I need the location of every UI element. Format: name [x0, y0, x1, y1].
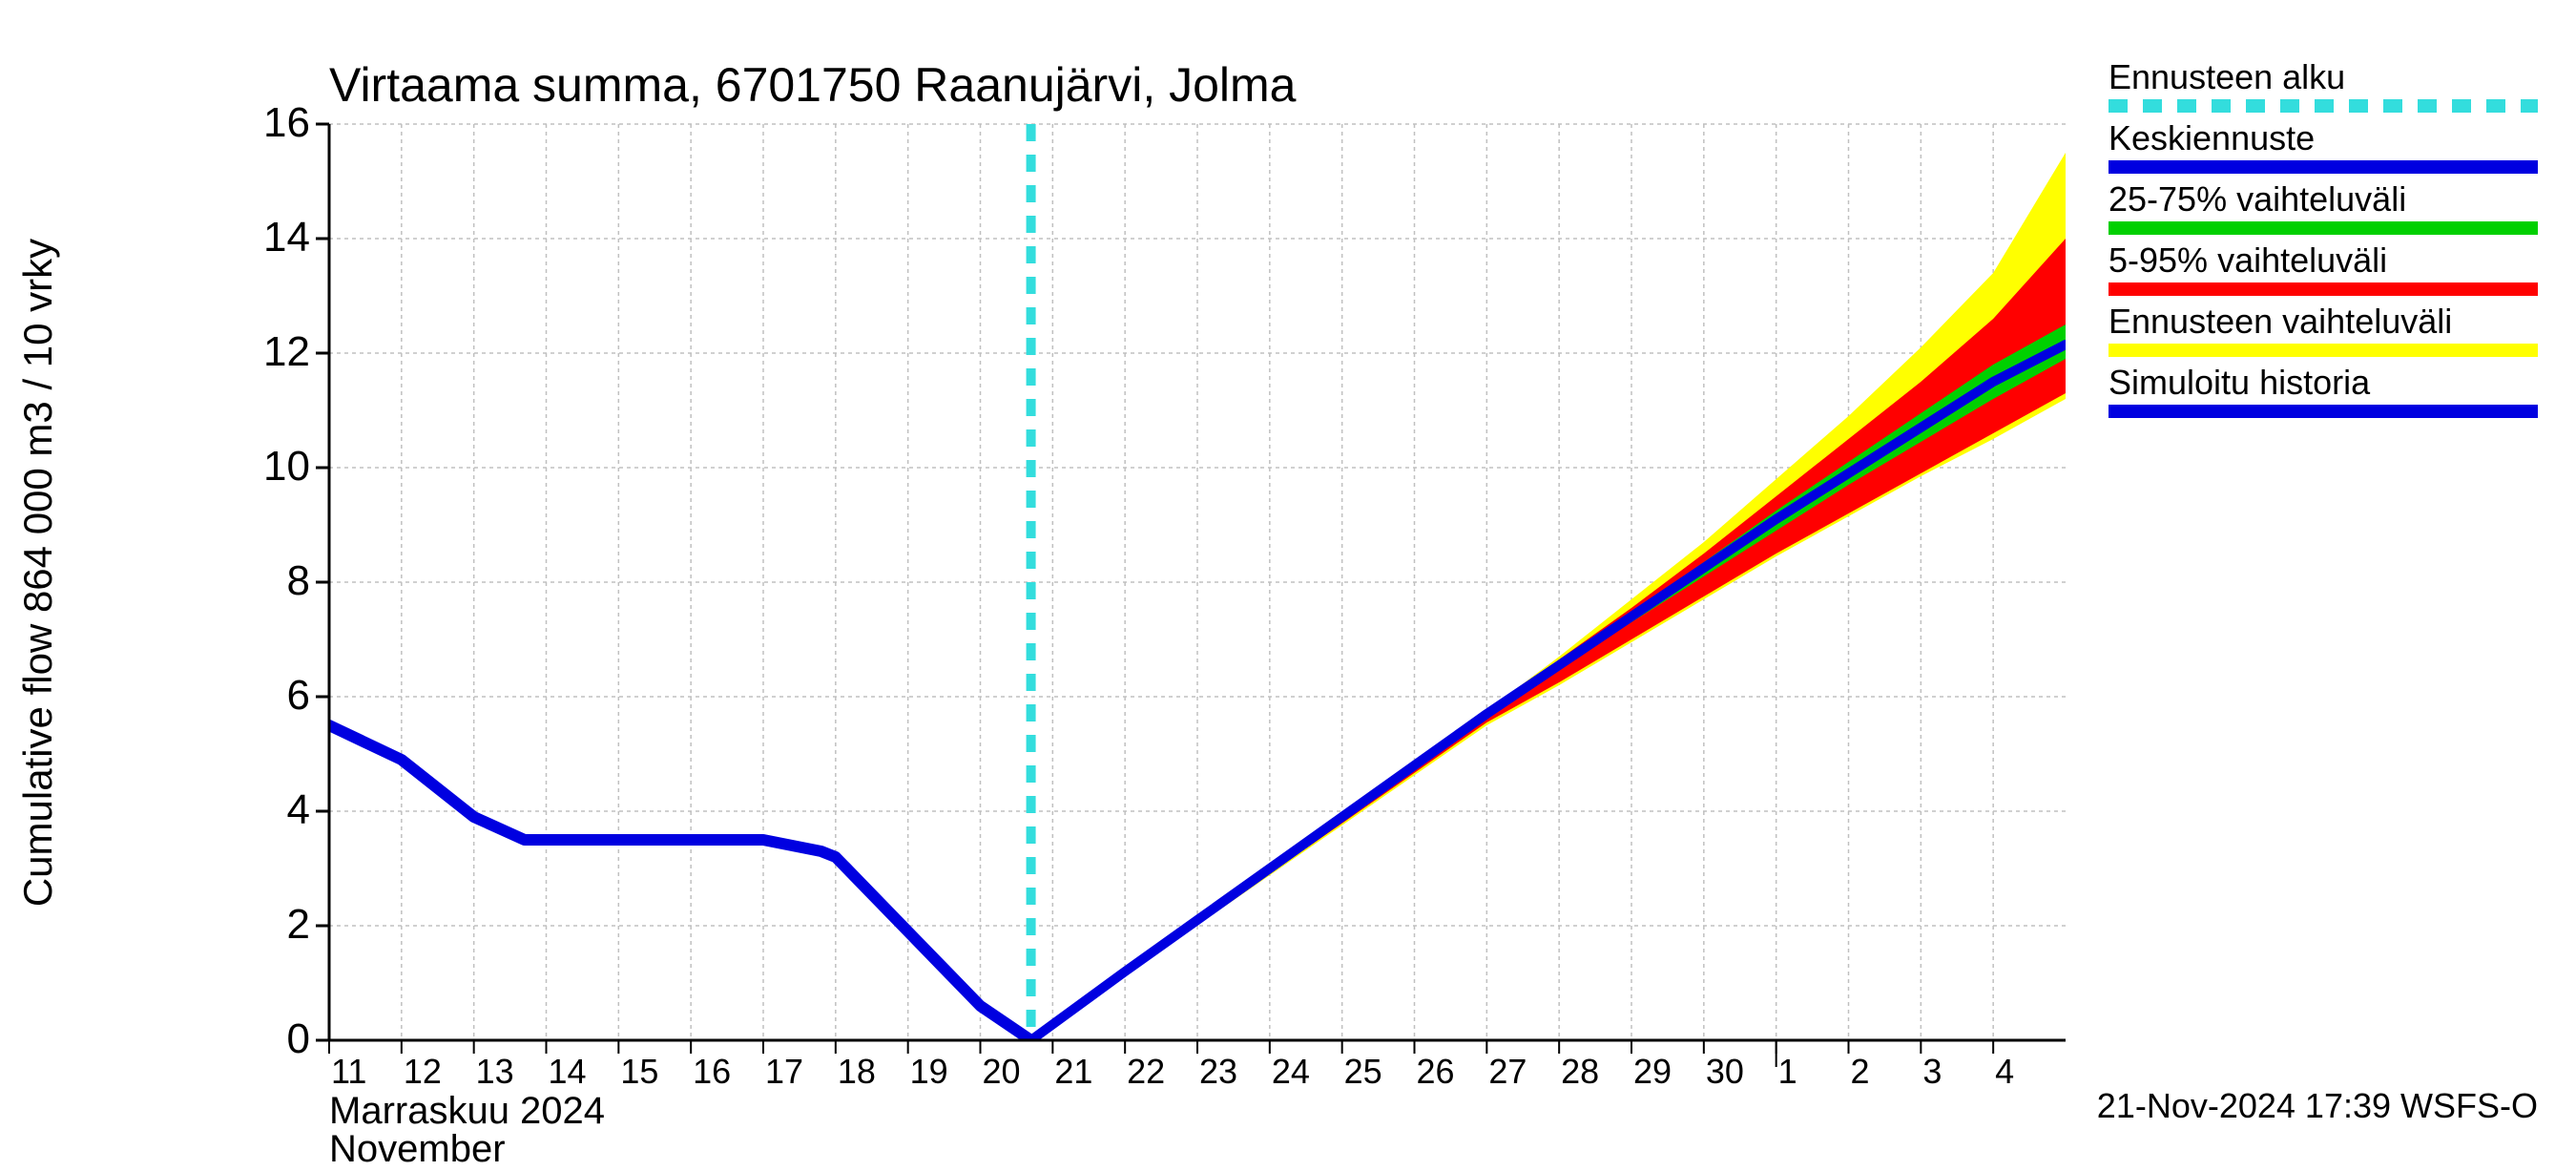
- legend-swatch: [2109, 160, 2538, 174]
- legend-item: 25-75% vaihteluväli: [2109, 179, 2538, 235]
- x-tick-label: 22: [1127, 1052, 1165, 1092]
- x-tick-label: 30: [1706, 1052, 1744, 1092]
- month-label-line1: Marraskuu 2024: [329, 1090, 605, 1133]
- x-tick-label: 26: [1417, 1052, 1455, 1092]
- x-tick-label: 2: [1851, 1052, 1870, 1092]
- y-tick-label: 0: [262, 1015, 310, 1063]
- legend-item: Keskiennuste: [2109, 118, 2538, 174]
- legend-label: 5-95% vaihteluväli: [2109, 240, 2538, 281]
- month-label-line2: November: [329, 1128, 506, 1171]
- x-tick-label: 11: [331, 1052, 366, 1092]
- legend-label: Simuloitu historia: [2109, 363, 2538, 403]
- y-tick-label: 14: [262, 214, 310, 261]
- band-full: [1031, 153, 2066, 1040]
- x-tick-label: 17: [765, 1052, 803, 1092]
- x-tick-label: 19: [910, 1052, 948, 1092]
- y-tick-label: 2: [262, 901, 310, 949]
- legend-swatch: [2109, 344, 2538, 357]
- x-tick-label: 14: [549, 1052, 587, 1092]
- legend-item: Simuloitu historia: [2109, 363, 2538, 418]
- legend-label: 25-75% vaihteluväli: [2109, 179, 2538, 220]
- y-tick-label: 4: [262, 786, 310, 834]
- timestamp-label: 21-Nov-2024 17:39 WSFS-O: [2097, 1086, 2538, 1126]
- x-tick-label: 25: [1344, 1052, 1382, 1092]
- legend-swatch: [2109, 282, 2538, 296]
- x-tick-label: 20: [983, 1052, 1021, 1092]
- x-tick-label: 16: [693, 1052, 731, 1092]
- y-tick-label: 12: [262, 328, 310, 376]
- legend-label: Ennusteen vaihteluväli: [2109, 302, 2538, 342]
- legend-swatch: [2109, 405, 2538, 418]
- legend-swatch: [2109, 99, 2538, 113]
- legend-item: Ennusteen alku: [2109, 57, 2538, 113]
- legend-item: Ennusteen vaihteluväli: [2109, 302, 2538, 357]
- x-tick-label: 18: [838, 1052, 876, 1092]
- y-tick-label: 10: [262, 443, 310, 491]
- y-tick-label: 6: [262, 672, 310, 720]
- legend: Ennusteen alku Keskiennuste 25-75% vaihtel…: [2109, 57, 2538, 424]
- x-tick-label: 13: [476, 1052, 514, 1092]
- x-tick-label: 29: [1633, 1052, 1672, 1092]
- x-tick-label: 24: [1272, 1052, 1310, 1092]
- y-tick-label: 8: [262, 557, 310, 605]
- y-tick-label: 16: [262, 99, 310, 147]
- x-tick-label: 27: [1488, 1052, 1527, 1092]
- x-tick-label: 12: [404, 1052, 442, 1092]
- x-tick-label: 15: [620, 1052, 658, 1092]
- legend-item: 5-95% vaihteluväli: [2109, 240, 2538, 296]
- x-tick-label: 23: [1199, 1052, 1237, 1092]
- legend-label: Ennusteen alku: [2109, 57, 2538, 97]
- legend-label: Keskiennuste: [2109, 118, 2538, 158]
- x-tick-label: 4: [1995, 1052, 2014, 1092]
- chart-page: Virtaama summa, 6701750 Raanujärvi, Jolm…: [0, 0, 2576, 1145]
- x-tick-label: 1: [1778, 1052, 1797, 1092]
- legend-swatch: [2109, 221, 2538, 235]
- x-tick-label: 3: [1922, 1052, 1942, 1092]
- x-tick-label: 21: [1054, 1052, 1092, 1092]
- x-tick-label: 28: [1561, 1052, 1599, 1092]
- history-line: [329, 725, 1031, 1040]
